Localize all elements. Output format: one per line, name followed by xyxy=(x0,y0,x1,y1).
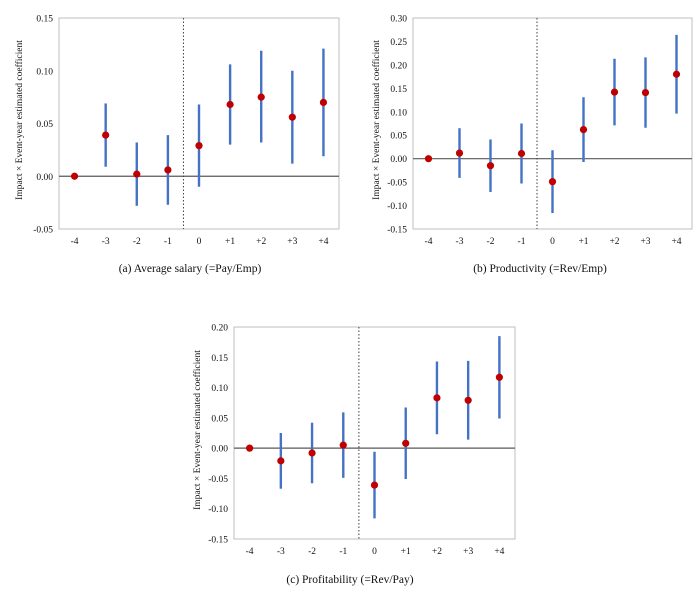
y-tick-label: 0.25 xyxy=(390,38,407,48)
data-point xyxy=(164,166,172,174)
x-tick-label: +1 xyxy=(225,237,235,247)
plot-area-frame xyxy=(58,17,340,230)
data-point xyxy=(424,155,433,163)
x-tick-label: 0 xyxy=(197,237,202,247)
y-tick-label: 0.00 xyxy=(390,155,407,165)
x-tick-label: 0 xyxy=(372,547,377,557)
data-point xyxy=(464,396,472,404)
y-tick-label: -0.05 xyxy=(33,226,53,236)
x-tick-label: +3 xyxy=(463,547,473,557)
x-tick-label: -3 xyxy=(102,237,110,247)
y-tick-label: -0.15 xyxy=(387,226,407,236)
chart-caption: (a) Average salary (=Pay/Emp) xyxy=(118,263,262,275)
y-tick-label: 0.10 xyxy=(211,384,228,394)
x-tick-label: +3 xyxy=(640,237,650,247)
y-tick-label: -0.05 xyxy=(208,475,228,485)
y-tick-label: -0.15 xyxy=(208,536,228,546)
x-tick-label: +4 xyxy=(671,237,681,247)
data-point xyxy=(339,441,347,449)
data-point xyxy=(308,449,316,457)
x-tick-label: -1 xyxy=(164,237,172,247)
x-tick-label: -3 xyxy=(277,547,285,557)
data-point xyxy=(195,142,203,150)
x-tick-label: -2 xyxy=(133,237,141,247)
data-point xyxy=(548,178,557,186)
y-tick-label: 0.05 xyxy=(211,414,228,424)
x-tick-label: -3 xyxy=(456,237,464,247)
y-tick-label: 0.10 xyxy=(36,67,53,77)
x-tick-label: +2 xyxy=(609,237,619,247)
y-tick-label: 0.00 xyxy=(211,445,228,455)
x-tick-label: +2 xyxy=(432,547,442,557)
y-tick-label: 0.10 xyxy=(390,108,407,118)
data-point xyxy=(495,373,503,381)
chart-panel-productivity: -0.15 -0.10 -0.05 0.00 0.05 0.10 0.15 0.20 0.25 0… xyxy=(350,0,700,290)
x-tick-label: -2 xyxy=(308,547,316,557)
x-tick-label: +3 xyxy=(287,237,297,247)
plot-area-frame xyxy=(233,326,516,540)
x-tick-label: -1 xyxy=(339,547,347,557)
data-point xyxy=(517,149,526,158)
data-point xyxy=(288,113,296,121)
chart-caption: (b) Productivity (=Rev/Emp) xyxy=(473,263,607,275)
y-tick-label: 0.05 xyxy=(36,120,53,130)
y-tick-label: 0.20 xyxy=(211,324,228,334)
y-tick-label: -0.10 xyxy=(208,505,228,515)
y-axis-label: Impact × Event-year estimated coefficien… xyxy=(15,40,25,200)
data-point xyxy=(246,444,254,452)
data-point xyxy=(133,170,141,178)
chart-svg-productivity: -0.15 -0.10 -0.05 0.00 0.05 0.10 0.15 0.20 0.25 0… xyxy=(387,15,693,247)
y-axis-label: Impact × Event-year estimated coefficien… xyxy=(193,350,203,510)
y-tick-label: 0.15 xyxy=(390,85,407,95)
x-tick-label: 0 xyxy=(550,237,555,247)
chart-svg-profitability: -0.15 -0.10 -0.05 0.00 0.05 0.10 0.15 0.20 -4 -3 -… xyxy=(208,324,516,557)
y-tick-label: 0.00 xyxy=(36,173,53,183)
x-tick-label: -4 xyxy=(246,547,254,557)
data-point xyxy=(70,172,79,180)
data-point xyxy=(257,93,265,101)
data-point xyxy=(277,457,285,465)
data-point xyxy=(102,131,110,139)
chart-panel-profitability: -0.15 -0.10 -0.05 0.00 0.05 0.10 0.15 0.20 -4 -3 -… xyxy=(175,310,525,597)
x-tick-label: +1 xyxy=(401,547,411,557)
x-tick-label: -2 xyxy=(487,237,495,247)
data-point xyxy=(486,162,495,170)
chart-caption: (c) Profitability (=Rev/Pay) xyxy=(286,574,414,586)
data-point xyxy=(370,481,379,489)
chart-svg-average-salary: -0.05 0.00 0.05 0.10 0.15 -4 -3 -2 -1 0 +1 +2 +3 +4 xyxy=(33,15,340,247)
x-tick-label: +2 xyxy=(256,237,266,247)
data-point xyxy=(641,88,650,97)
x-tick-label: +1 xyxy=(578,237,588,247)
y-axis-label: Impact × Event-year estimated coefficien… xyxy=(372,40,382,200)
chart-panel-average-salary: -0.05 0.00 0.05 0.10 0.15 -4 -3 -2 -1 0 +1 +2 +3 +4 I… xyxy=(0,0,350,290)
y-tick-label: 0.30 xyxy=(390,15,407,25)
y-tick-label: 0.20 xyxy=(390,61,407,71)
data-point xyxy=(610,88,619,96)
y-tick-label: 0.15 xyxy=(211,354,228,364)
x-tick-label: -4 xyxy=(71,237,79,247)
y-tick-label: -0.05 xyxy=(387,179,407,189)
data-point xyxy=(455,149,464,157)
x-tick-label: +4 xyxy=(494,547,504,557)
x-tick-label: -4 xyxy=(425,237,433,247)
data-point xyxy=(226,100,234,109)
y-tick-label: 0.05 xyxy=(390,132,407,142)
y-tick-label: 0.15 xyxy=(36,15,53,25)
data-point xyxy=(433,394,441,402)
y-tick-label: -0.10 xyxy=(387,202,407,212)
data-point xyxy=(319,98,328,106)
plot-area-frame xyxy=(412,17,693,230)
data-point xyxy=(672,70,681,78)
data-point xyxy=(402,439,410,447)
data-point xyxy=(579,125,588,134)
x-tick-label: -1 xyxy=(518,237,526,247)
x-tick-label: +4 xyxy=(318,237,328,247)
